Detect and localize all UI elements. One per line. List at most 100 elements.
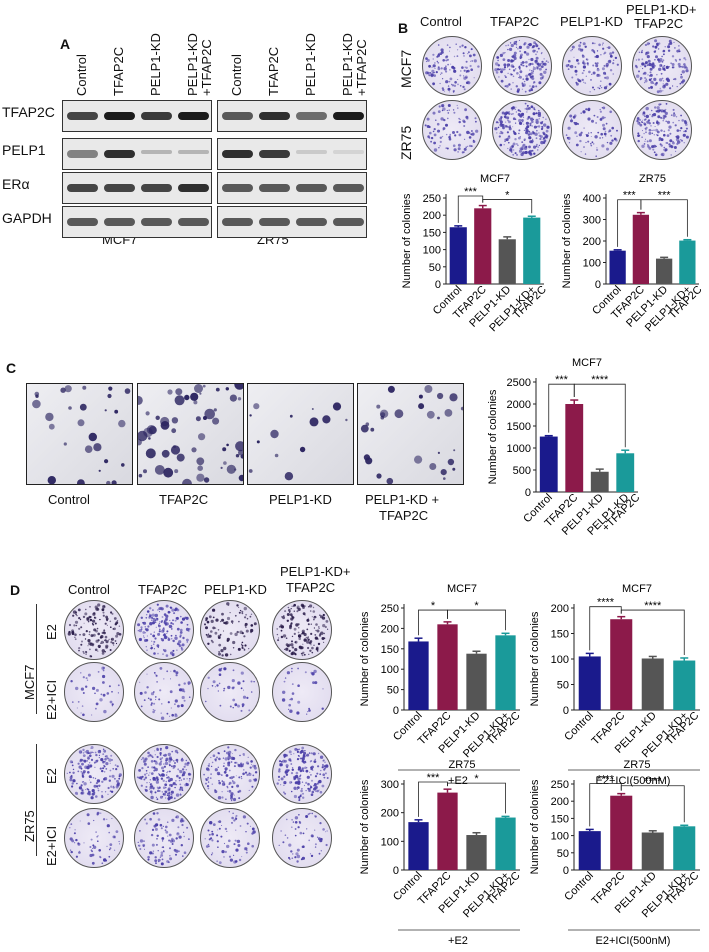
chart-title: ZR75 [624,759,651,771]
blot-band [141,184,172,192]
significance-bracket [447,609,506,631]
y-tick-label: 150 [551,629,569,641]
blot-band [178,112,209,120]
y-axis-label: Number of colonies [359,779,371,874]
bar-chart: ZR75 0 50 100 150 200 250 Number of colonies ***… [529,759,701,947]
protein-label: PELP1 [2,142,46,158]
bar [673,826,696,870]
colony-dish [64,600,124,660]
significance-label: * [505,190,510,202]
bar [655,258,673,284]
colony-dish [492,36,552,96]
blot-strip [62,172,212,204]
lane-label-2: +TFAP2C [199,39,214,96]
colony-dish [200,600,260,660]
column-label: PELP1-KD [560,14,623,29]
y-tick-label: 0 [393,865,399,877]
y-tick-label: 200 [423,210,441,222]
chart-footer: +E2 [448,775,468,787]
y-tick-label: 500 [513,465,531,477]
significance-label: **** [644,776,662,788]
colony-dish [134,662,194,722]
panel-label-b: B [398,20,409,36]
y-axis-label: Number of colonies [561,193,573,288]
y-tick-label: 0 [595,279,601,291]
column-label: TFAP2C [138,582,188,597]
column-label: Control [420,14,462,29]
bar [498,239,516,284]
significance-label: **** [591,374,609,386]
soft-agar-image [26,383,133,485]
chart-title: ZR75 [449,759,476,771]
image-label: TFAP2C [159,492,209,507]
colony-dish [272,662,332,722]
column-label: PELP1-KD+ [280,564,351,579]
soft-agar-image [247,383,354,485]
colony-dish [64,662,124,722]
colony-dish [200,744,260,804]
blot-band [178,218,209,226]
y-tick-label: 300 [381,779,399,791]
bar [539,436,558,492]
bar [474,208,492,284]
blot-band [259,150,290,158]
blot-band [296,218,327,226]
column-label: PELP1-KD [204,582,267,597]
y-tick-label: 100 [381,664,399,676]
y-tick-label: 400 [583,193,601,205]
y-tick-label: 150 [423,227,441,239]
y-axis-label: Number of colonies [529,611,541,706]
chart-title: MCF7 [447,583,477,595]
y-tick-label: 200 [583,236,601,248]
blot-strip [217,138,367,170]
y-tick-label: 0 [563,705,569,717]
y-axis-label: Number of colonies [487,389,499,484]
treatment-label: E2+ICI [44,825,59,866]
bar [437,792,458,870]
blot-band [222,112,253,120]
y-tick-label: 200 [551,603,569,615]
bar [523,217,541,284]
image-label: Control [48,492,90,507]
row-label: ZR75 [398,125,414,160]
blot-band [333,218,364,226]
lane-label-2: +TFAP2C [354,39,369,96]
blot-strip [62,138,212,170]
bar [641,832,664,870]
significance-label: * [474,600,479,612]
significance-label: * [474,773,479,785]
bar [590,471,609,492]
blot-band [67,218,98,226]
bar [466,835,487,870]
bar-chart: MCF7 0 500 1000 1500 2000 2500 Number of coloni… [487,357,642,538]
treatment-label: E2 [44,768,59,784]
blot-band [222,184,253,192]
y-tick-label: 250 [381,603,399,615]
y-tick-label: 0 [393,705,399,717]
treatment-label: E2+ICI [44,679,59,720]
significance-label: **** [597,597,615,609]
bar [610,795,633,870]
y-tick-label: 2000 [507,399,531,411]
colony-dish [134,808,194,868]
y-tick-label: 150 [551,813,569,825]
colony-dish [134,600,194,660]
bracket [36,744,37,856]
lane-label: Control [229,54,244,96]
significance-label: * [431,600,436,612]
significance-bracket [482,199,533,214]
colony-dish [200,808,260,868]
significance-label: *** [658,190,672,202]
soft-agar-image [137,383,244,485]
lane-label: Control [74,54,89,96]
blot-strip [62,100,212,132]
blot-band [259,112,290,120]
y-tick-label: 50 [557,848,569,860]
colony-dish [64,808,124,868]
lane-label: PELP1-KD [303,33,318,96]
column-label-2: TFAP2C [634,16,684,31]
lane-label: PELP1-KD [148,33,163,96]
bar [578,831,601,870]
colony-dish [134,744,194,804]
